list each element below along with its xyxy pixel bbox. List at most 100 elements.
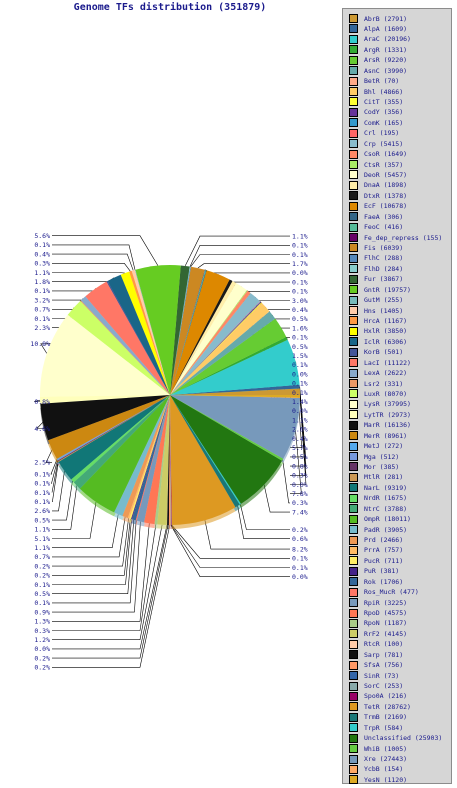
pie-slice — [170, 279, 233, 395]
legend-label: LexA (2622) — [364, 369, 408, 378]
slice-percent-label: 3.2% — [34, 296, 50, 304]
slice-percent-label: 2.6% — [34, 507, 50, 515]
leader-line — [52, 461, 59, 503]
legend-item: Sarp (781) — [349, 649, 403, 660]
slice-percent-label: 0.1% — [34, 489, 50, 497]
slice-percent-label: 0.1% — [292, 361, 308, 369]
pie-slice — [170, 266, 191, 395]
legend-swatch — [349, 264, 358, 274]
legend-label: PadR (3905) — [364, 525, 408, 534]
legend-label: WhiB (1005) — [364, 744, 408, 753]
pie-slice — [170, 395, 300, 398]
pie-slice — [170, 301, 261, 395]
slice-percent-label: 0.1% — [292, 564, 308, 572]
slice-percent-label: 0.1% — [34, 315, 50, 323]
slice-percent-label: 0.1% — [34, 498, 50, 506]
slice-percent-label: 0.1% — [34, 581, 50, 589]
legend-item: SinR (73) — [349, 670, 399, 681]
pie-slice — [170, 395, 300, 459]
slice-percent-label: 0.0% — [292, 481, 308, 489]
legend-item: WhiB (1005) — [349, 743, 407, 754]
legend-swatch — [349, 410, 358, 420]
pie-slice — [170, 302, 270, 395]
legend-label: SfsA (756) — [364, 661, 404, 670]
legend-swatch — [349, 55, 358, 65]
slice-percent-label: 1.2% — [34, 636, 50, 644]
legend-item: HrcA (1167) — [349, 315, 407, 326]
legend-item: Spo0A (216) — [349, 691, 407, 702]
legend-label: ArsR (9220) — [364, 56, 408, 65]
pie-slice — [170, 311, 270, 395]
legend-item: TrmB (2169) — [349, 712, 407, 723]
legend-item: GutM (255) — [349, 295, 403, 306]
slice-percent-label: 2.5% — [34, 459, 50, 467]
slice-percent-label: 0.9% — [34, 608, 50, 616]
leader-line — [263, 484, 290, 513]
legend-item: NarL (9319) — [349, 482, 407, 493]
leader-line — [52, 518, 129, 567]
leader-line — [52, 524, 163, 641]
leader-line — [170, 524, 290, 568]
pie-slice — [40, 395, 170, 441]
legend-label: FeoC (416) — [364, 223, 404, 232]
legend-item: NtrC (3788) — [349, 503, 407, 514]
legend-item: Rok (1706) — [349, 576, 403, 587]
slice-percent-label: 1.1% — [34, 544, 50, 552]
pie-slice — [167, 395, 170, 525]
legend-swatch — [349, 368, 358, 378]
legend-label: PuR (381) — [364, 567, 400, 576]
slice-percent-label: 0.3% — [292, 472, 308, 480]
pie-slice — [80, 300, 170, 395]
slice-percent-label: 0.5% — [292, 315, 308, 323]
legend-label: PucR (711) — [364, 556, 404, 565]
slice-percent-label: 0.1% — [34, 241, 50, 249]
leader-line — [52, 524, 171, 668]
legend-item: Unclassified (25903) — [349, 733, 442, 744]
chart-title: Genome TFs distribution (351879) — [73, 2, 267, 13]
pie-slice — [144, 395, 170, 525]
pie-slice — [170, 280, 237, 395]
legend-swatch — [349, 691, 358, 701]
legend-label: HxlR (3850) — [364, 327, 408, 336]
legend-label: Hns (1405) — [364, 306, 404, 315]
legend-label: SinR (73) — [364, 671, 400, 680]
legend-swatch — [349, 462, 358, 472]
legend-item: FeoC (416) — [349, 222, 403, 233]
legend-label: IclR (6306) — [364, 337, 408, 346]
slice-percent-label: 5.7% — [292, 444, 308, 452]
slice-percent-label: 5.6% — [34, 232, 50, 240]
legend-item: PucR (711) — [349, 555, 403, 566]
legend-swatch — [349, 420, 358, 430]
pie-slice — [170, 270, 207, 395]
slice-percent-label: 0.1% — [292, 334, 308, 342]
legend-swatch — [349, 723, 358, 733]
legend-label: PrrA (757) — [364, 546, 404, 555]
pie-slice — [129, 395, 170, 520]
slice-percent-label: 4.6% — [34, 425, 50, 433]
pie-slice — [170, 302, 262, 395]
legend-label: DnaA (1898) — [364, 181, 408, 190]
pie-slice — [39, 314, 170, 397]
leader-line — [204, 520, 290, 550]
legend-swatch — [349, 149, 358, 159]
legend-item: RtcR (100) — [349, 639, 403, 650]
pie-slice — [168, 395, 171, 526]
legend-item: ArgR (1331) — [349, 44, 407, 55]
legend-label: RpiR (3225) — [364, 598, 408, 607]
legend-swatch — [349, 754, 358, 764]
pie-slice — [73, 395, 170, 489]
slice-percent-label: 1.1% — [292, 232, 308, 240]
legend-item: LacI (11122) — [349, 357, 411, 368]
legend-item: ArsR (9220) — [349, 55, 407, 66]
slice-percent-label: 0.1% — [292, 251, 308, 259]
legend-label: RrF2 (4145) — [364, 629, 408, 638]
legend-swatch — [349, 379, 358, 389]
legend-swatch — [349, 671, 358, 681]
slice-percent-label: 0.1% — [292, 278, 308, 286]
leader-line — [52, 516, 126, 558]
legend-swatch — [349, 525, 358, 535]
pie-slice — [170, 395, 240, 508]
legend-label: ComK (165) — [364, 118, 404, 127]
legend-swatch — [349, 514, 358, 524]
legend-item: RpoN (1187) — [349, 618, 407, 629]
